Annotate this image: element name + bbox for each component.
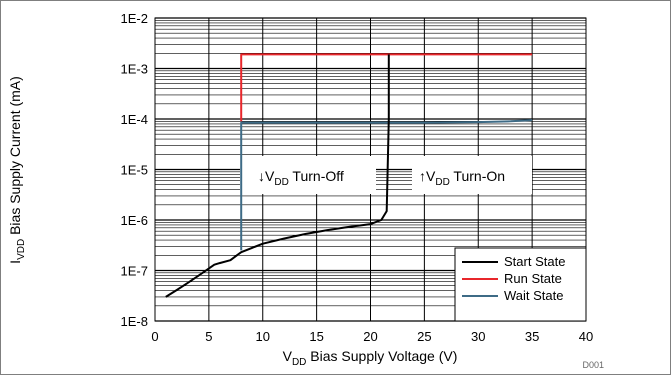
series-line-wait-state [240, 119, 533, 251]
x-tick-label: 5 [205, 329, 212, 344]
y-tick-label: 1E-4 [121, 112, 148, 127]
annotation-turn-on-v: V [426, 168, 436, 184]
y-tick-label: 1E-6 [121, 213, 148, 228]
x-tick-label: 15 [309, 329, 323, 344]
annotation-turn-off-v: V [265, 168, 275, 184]
y-tick-label: 1E-8 [121, 314, 148, 329]
x-tick-label: 0 [151, 329, 158, 344]
x-tick-label: 20 [363, 329, 377, 344]
x-tick-label: 10 [256, 329, 270, 344]
y-tick-label: 1E-7 [121, 264, 148, 279]
x-tick-label: 35 [525, 329, 539, 344]
legend-label: Start State [504, 254, 565, 269]
x-tick-label: 40 [579, 329, 593, 344]
annotation-turn-off-box [240, 156, 376, 194]
series-layer [165, 53, 533, 298]
legend-box [454, 247, 587, 322]
y-axis-label: IVDD Bias Supply Current (mA) [7, 76, 27, 264]
annotation-layer: ↓VDD Turn-Off ↑VDD Turn-On [240, 156, 532, 194]
x-tick-label: 25 [417, 329, 431, 344]
legend: Start State Run State Wait State [454, 247, 587, 322]
annotation-turn-on: ↑VDD Turn-On [419, 168, 505, 188]
y-tick-label: 1E-5 [121, 163, 148, 178]
annotation-turn-on-box [412, 156, 532, 194]
y-tick-labels: 1E-8 1E-7 1E-6 1E-5 1E-4 1E-3 1E-2 [121, 11, 148, 329]
figure-code: D001 [582, 360, 604, 370]
annotation-turn-off-arrow: ↓ [258, 168, 265, 184]
series-line-start-state [165, 54, 390, 298]
annotation-turn-on-sub: DD [435, 177, 449, 188]
annotation-turn-on-rest: Turn-On [450, 168, 505, 184]
legend-label: Wait State [504, 288, 563, 303]
x-axis-label: VDD Bias Supply Voltage (V) [283, 348, 458, 368]
legend-label: Run State [504, 271, 562, 286]
x-tick-label: 30 [471, 329, 485, 344]
y-tick-label: 1E-3 [121, 62, 148, 77]
annotation-turn-off-rest: Turn-Off [289, 168, 344, 184]
y-tick-label: 1E-2 [121, 11, 148, 26]
annotation-turn-off-sub: DD [274, 177, 288, 188]
annotation-turn-on-arrow: ↑ [419, 168, 426, 184]
annotation-turn-off: ↓VDD Turn-Off [258, 168, 344, 188]
plot-border [154, 17, 587, 322]
x-tick-labels: 0 5 10 15 20 25 30 35 40 [151, 329, 593, 344]
